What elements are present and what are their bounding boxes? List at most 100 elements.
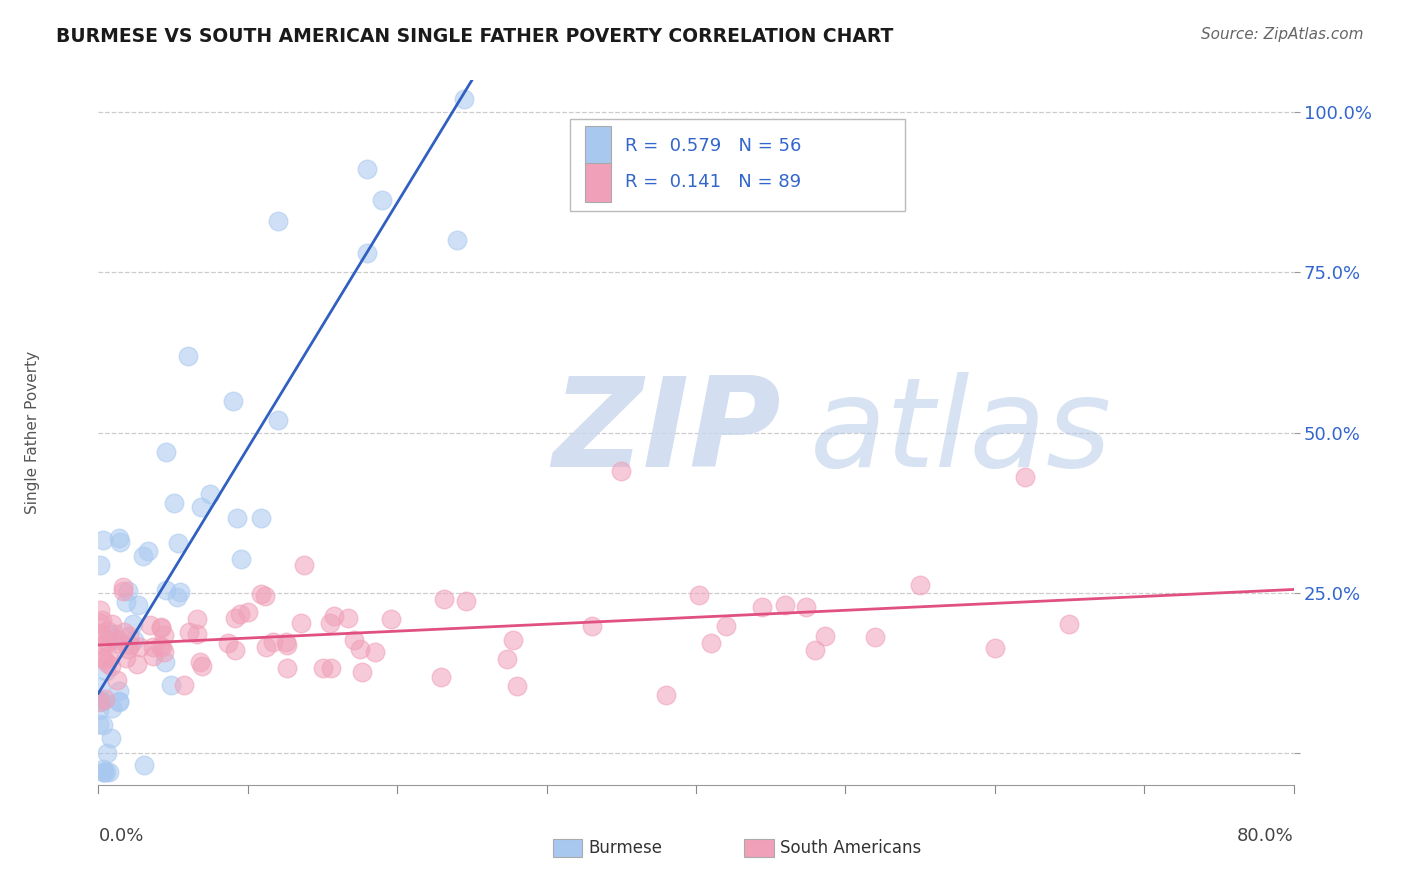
Point	[100, 617, 122, 632]
Point	[138, 543, 160, 558]
Point	[108, 532, 131, 546]
Point	[96, 656, 118, 670]
Point	[751, 600, 773, 615]
Point	[337, 611, 360, 625]
Point	[446, 233, 468, 247]
Point	[104, 631, 127, 645]
Point	[122, 617, 145, 632]
Point	[166, 590, 188, 604]
Point	[775, 598, 797, 612]
Point	[117, 584, 139, 599]
Point	[865, 630, 887, 644]
Point	[167, 535, 190, 549]
Point	[323, 609, 346, 624]
Point	[97, 648, 120, 663]
Point	[186, 612, 208, 626]
Point	[229, 607, 252, 622]
Point	[142, 640, 165, 654]
Point	[91, 638, 114, 652]
Point	[115, 651, 138, 665]
Point	[163, 495, 186, 509]
Point	[253, 589, 276, 603]
Point	[91, 717, 114, 731]
Point	[169, 585, 191, 599]
Point	[93, 651, 115, 665]
Point	[222, 393, 245, 408]
Point	[254, 640, 277, 654]
Point	[87, 626, 110, 640]
Point	[188, 655, 211, 669]
Point	[91, 649, 114, 664]
Point	[224, 610, 246, 624]
Point	[152, 628, 174, 642]
Text: Single Father Poverty: Single Father Poverty	[25, 351, 41, 514]
Point	[186, 627, 208, 641]
Point	[134, 757, 156, 772]
Point	[804, 642, 827, 657]
Point	[814, 629, 837, 643]
Point	[87, 695, 110, 709]
Point	[125, 657, 148, 671]
Point	[262, 635, 284, 649]
Point	[93, 765, 115, 780]
Point	[453, 93, 475, 107]
Point	[250, 587, 273, 601]
Point	[142, 648, 165, 663]
Point	[226, 511, 249, 525]
Point	[117, 642, 139, 657]
Point	[714, 618, 737, 632]
FancyBboxPatch shape	[744, 839, 773, 857]
Point	[191, 659, 214, 673]
Point	[97, 626, 120, 640]
Point	[105, 673, 128, 688]
Point	[149, 621, 172, 635]
Point	[292, 558, 315, 572]
Point	[100, 658, 122, 673]
Point	[104, 626, 127, 640]
Point	[89, 702, 111, 716]
Point	[655, 688, 678, 702]
FancyBboxPatch shape	[585, 127, 612, 165]
Point	[236, 605, 259, 619]
Point	[107, 633, 129, 648]
Point	[581, 618, 603, 632]
Point	[138, 618, 160, 632]
Point	[454, 594, 477, 608]
Point	[96, 635, 118, 649]
Point	[1014, 470, 1036, 484]
Point	[153, 645, 176, 659]
Point	[319, 616, 342, 631]
Point	[267, 413, 290, 427]
Point	[112, 583, 135, 598]
Text: ZIP: ZIP	[553, 372, 782, 493]
Point	[107, 695, 129, 709]
Point	[908, 578, 931, 592]
Point	[433, 592, 456, 607]
Point	[224, 643, 246, 657]
Text: R =  0.141   N = 89: R = 0.141 N = 89	[626, 173, 801, 192]
Point	[349, 642, 371, 657]
Point	[700, 635, 723, 649]
Point	[129, 640, 152, 654]
Point	[984, 641, 1007, 656]
Point	[155, 445, 177, 459]
Point	[198, 487, 221, 501]
Point	[91, 613, 114, 627]
Point	[506, 679, 529, 693]
Point	[100, 731, 122, 745]
Point	[311, 661, 333, 675]
Point	[429, 671, 451, 685]
Point	[496, 652, 519, 666]
Point	[159, 677, 181, 691]
Text: BURMESE VS SOUTH AMERICAN SINGLE FATHER POVERTY CORRELATION CHART: BURMESE VS SOUTH AMERICAN SINGLE FATHER …	[56, 27, 894, 45]
Point	[96, 664, 118, 678]
Point	[89, 681, 111, 695]
Point	[380, 613, 402, 627]
Point	[794, 600, 817, 615]
Point	[364, 645, 387, 659]
Point	[89, 615, 111, 630]
Point	[250, 510, 273, 524]
Point	[150, 640, 173, 654]
Point	[150, 620, 173, 634]
Point	[108, 684, 131, 698]
